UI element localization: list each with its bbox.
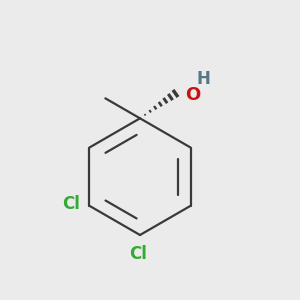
- Text: O: O: [185, 86, 200, 104]
- Text: Cl: Cl: [129, 245, 147, 263]
- Text: Cl: Cl: [62, 195, 80, 213]
- Text: H: H: [196, 70, 210, 88]
